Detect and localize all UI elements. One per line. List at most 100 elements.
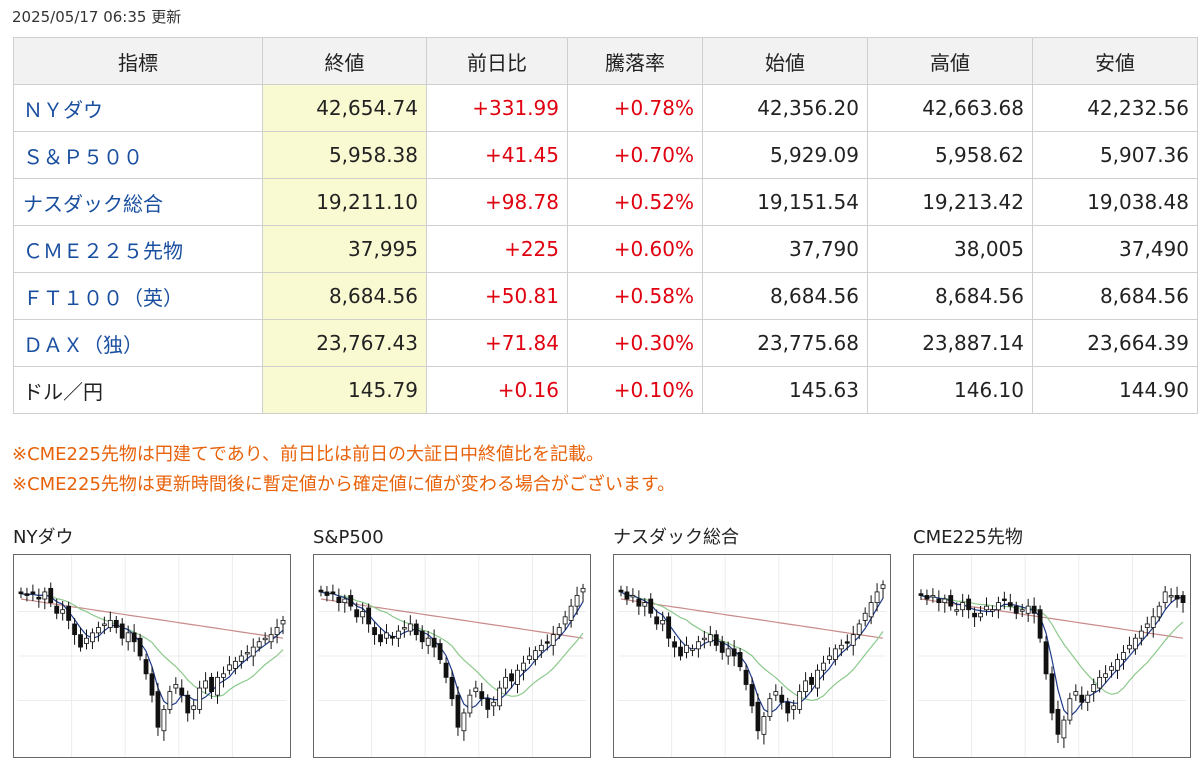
change-value: +50.81 — [426, 272, 568, 320]
chart-frame[interactable] — [13, 554, 291, 758]
candle-body — [425, 637, 431, 646]
candle-body — [66, 605, 72, 621]
indicator-name[interactable]: ＣＭＥ２２５先物 — [13, 225, 263, 273]
close-value: 42,654.74 — [262, 84, 427, 132]
candle-body — [149, 673, 155, 696]
candle-body — [1037, 609, 1043, 639]
chart-title[interactable]: NYダウ — [13, 527, 74, 548]
candle-body — [761, 716, 767, 735]
chart-frame[interactable] — [613, 554, 891, 758]
mini-chart-nydow[interactable]: NYダウ — [13, 526, 291, 758]
candle-body — [515, 669, 520, 685]
indicator-name[interactable]: ＦＴ１００（英） — [13, 272, 263, 320]
close-value: 5,958.38 — [262, 131, 427, 179]
candle-body — [42, 591, 48, 600]
mini-chart-cme225[interactable]: CME225先物 — [913, 526, 1191, 758]
updated-timestamp: 2025/05/17 06:35 更新 — [12, 8, 182, 26]
candle-body — [238, 655, 244, 662]
candle-body — [755, 701, 761, 732]
candle-body — [1055, 708, 1061, 735]
candle-body — [996, 602, 1001, 611]
candle-body — [396, 630, 401, 639]
candle-body — [143, 659, 149, 675]
candle-body — [131, 632, 137, 643]
candle-body — [36, 596, 42, 600]
indicator-name: ドル／円 — [13, 366, 263, 414]
candle-body — [966, 598, 972, 611]
candle-body — [856, 623, 862, 636]
candle-body — [449, 676, 455, 700]
candle-body — [244, 652, 250, 655]
indicator-name[interactable]: Ｓ＆Ｐ５００ — [13, 131, 263, 179]
indicator-name[interactable]: ＮＹダウ — [13, 84, 263, 132]
candle-body — [1138, 630, 1144, 639]
candle-body — [324, 591, 330, 596]
candle-body — [1019, 609, 1025, 612]
change-value: +71.84 — [426, 319, 568, 367]
candle-body — [1174, 595, 1180, 600]
chart-title[interactable]: S&P500 — [313, 527, 384, 548]
candle-body — [485, 698, 491, 710]
candle-body — [844, 641, 850, 644]
high-value: 146.10 — [867, 366, 1033, 414]
candle-body — [574, 595, 580, 607]
candle-body — [443, 662, 449, 678]
candle-body — [1144, 623, 1150, 628]
candle-body — [1091, 684, 1097, 692]
high-value: 19,213.42 — [867, 178, 1033, 226]
chart-frame[interactable] — [313, 554, 591, 758]
candle-body — [1025, 605, 1031, 614]
candle-body — [785, 701, 791, 714]
candle-body — [737, 652, 743, 668]
candle-body — [203, 680, 209, 689]
candle-body — [1109, 666, 1114, 671]
candle-body — [1007, 602, 1013, 607]
candle-body — [960, 602, 966, 611]
candle-body — [431, 637, 437, 648]
candle-body — [797, 691, 803, 710]
candle-body — [1073, 691, 1079, 696]
candle-body — [72, 623, 77, 636]
table-header-row: 指標 終値 前日比 騰落率 始値 高値 安値 — [13, 37, 1198, 85]
candle-body — [1013, 605, 1019, 614]
candle-body — [274, 627, 280, 636]
chart-title[interactable]: CME225先物 — [913, 527, 1023, 548]
change-rate-value: +0.58% — [567, 272, 703, 320]
candle-body — [918, 593, 924, 596]
candle-body — [268, 634, 274, 643]
candle-body — [419, 630, 425, 643]
mini-chart-nasdaq[interactable]: ナスダック総合 — [613, 526, 891, 758]
indicator-name[interactable]: ＤＡＸ（独） — [13, 319, 263, 367]
candle-body — [401, 627, 407, 630]
change-rate-value: +0.30% — [567, 319, 703, 367]
low-value: 19,038.48 — [1032, 178, 1198, 226]
candle-body — [809, 676, 814, 685]
chart-plot — [318, 555, 586, 757]
candle-body — [1168, 595, 1174, 598]
candle-body — [924, 595, 930, 600]
candle-body — [119, 623, 125, 639]
note-cme-provisional: ※CME225先物は更新時間後に暫定値から確定値に値が変わる場合がございます。 — [12, 474, 676, 495]
indicator-name[interactable]: ナスダック総合 — [13, 178, 263, 226]
candle-body — [96, 627, 101, 634]
header-open: 始値 — [702, 37, 868, 85]
candle-body — [556, 627, 562, 636]
candle-body — [407, 623, 413, 632]
candle-body — [815, 669, 820, 689]
candle-body — [779, 694, 785, 703]
chart-title[interactable]: ナスダック総合 — [613, 527, 739, 548]
header-change-rate: 騰落率 — [567, 37, 703, 85]
candle-body — [384, 632, 389, 639]
ma-mid-line — [620, 591, 884, 702]
change-value: +0.16 — [426, 366, 568, 414]
candle-body — [330, 591, 336, 595]
candle-body — [372, 627, 377, 636]
candle-body — [648, 598, 654, 614]
candle-body — [413, 623, 419, 636]
mini-chart-sp500[interactable]: S&P500 — [313, 526, 591, 758]
chart-frame[interactable] — [913, 554, 1191, 758]
header-change: 前日比 — [426, 37, 568, 85]
candle-body — [215, 676, 220, 696]
candle-body — [773, 691, 779, 696]
open-value: 23,775.68 — [702, 319, 868, 367]
